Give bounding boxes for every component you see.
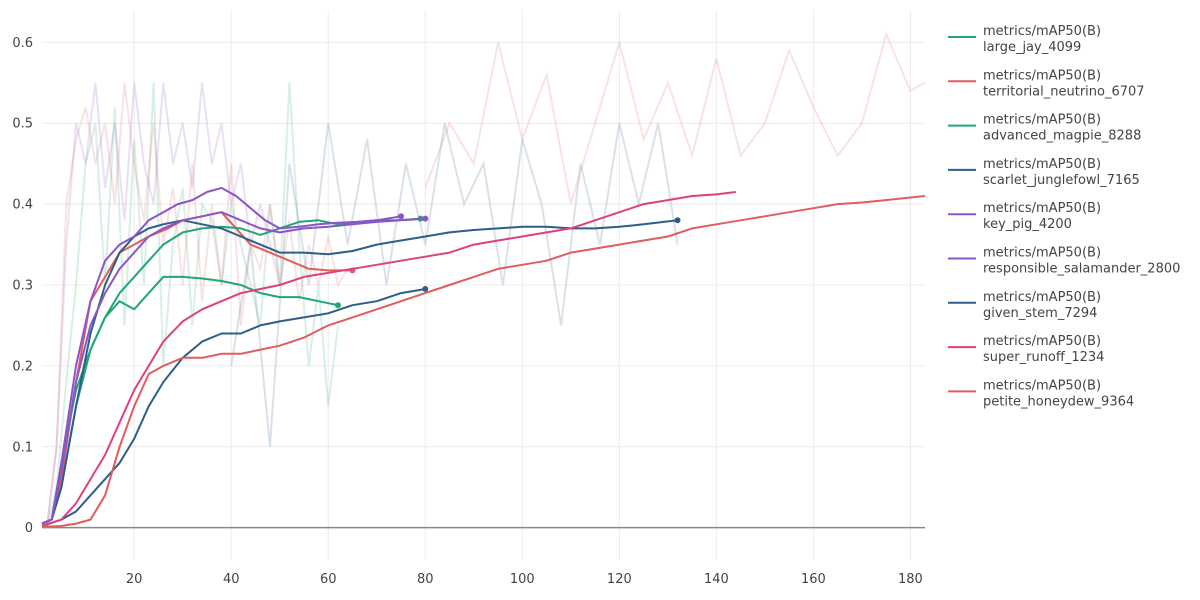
series-end-point-scarlet_junglefowl_7165[interactable] (674, 217, 681, 224)
x-tick-label: 160 (801, 572, 826, 587)
series-line-advanced_magpie_8288[interactable] (41, 217, 421, 525)
y-tick-label: 0.2 (12, 359, 33, 374)
legend-item-super_runoff_1234[interactable]: metrics/mAP50(B)super_runoff_1234 (948, 334, 1104, 365)
legend-item-advanced_magpie_8288[interactable]: metrics/mAP50(B)advanced_magpie_8288 (948, 113, 1141, 144)
legend-item-key_pig_4200[interactable]: metrics/mAP50(B)key_pig_4200 (948, 201, 1101, 232)
legend-run-label: large_jay_4099 (983, 40, 1081, 55)
series-line-petite_honeydew_9364[interactable] (41, 195, 926, 528)
raw-series-layer (45, 31, 926, 528)
legend-metric-label: metrics/mAP50(B) (983, 68, 1101, 83)
y-axis-ticks: 0 0.1 0.2 0.3 0.4 0.5 0.6 (12, 36, 33, 536)
y-tick-label: 0.3 (12, 279, 33, 294)
legend-run-label: advanced_magpie_8288 (983, 129, 1141, 144)
legend-metric-label: metrics/mAP50(B) (983, 201, 1101, 216)
legend-run-label: super_runoff_1234 (983, 350, 1104, 365)
raw-series-line-3 (230, 122, 679, 447)
series-line-super_runoff_1234[interactable] (41, 191, 736, 527)
series-end-point-key_pig_4200[interactable] (398, 213, 405, 220)
smoothed-series-layer (41, 186, 926, 528)
legend-run-label: scarlet_junglefowl_7165 (983, 173, 1140, 188)
raw-series-line-1 (45, 82, 349, 528)
y-tick-label: 0.4 (12, 198, 33, 213)
grid-lines (42, 10, 925, 560)
raw-series-line-2 (45, 82, 281, 528)
x-tick-label: 40 (223, 572, 240, 587)
legend-metric-label: metrics/mAP50(B) (983, 113, 1101, 128)
series-line-responsible_salamander_2800[interactable] (41, 211, 426, 525)
x-tick-label: 140 (704, 572, 729, 587)
series-end-point-large_jay_4099[interactable] (334, 302, 341, 309)
raw-series-line-4 (424, 31, 926, 205)
legend[interactable]: metrics/mAP50(B)large_jay_4099metrics/mA… (948, 24, 1180, 409)
x-tick-label: 120 (607, 572, 632, 587)
legend-metric-label: metrics/mAP50(B) (983, 334, 1101, 349)
legend-run-label: given_stem_7294 (983, 306, 1097, 321)
y-tick-label: 0 (25, 521, 33, 536)
legend-run-label: petite_honeydew_9364 (983, 394, 1134, 409)
legend-item-petite_honeydew_9364[interactable]: metrics/mAP50(B)petite_honeydew_9364 (948, 378, 1134, 409)
series-line-key_pig_4200[interactable] (41, 186, 402, 525)
legend-item-large_jay_4099[interactable]: metrics/mAP50(B)large_jay_4099 (948, 24, 1101, 55)
x-tick-label: 80 (417, 572, 434, 587)
legend-item-given_stem_7294[interactable]: metrics/mAP50(B)given_stem_7294 (948, 290, 1101, 321)
legend-run-label: responsible_salamander_2800 (983, 262, 1180, 277)
x-tick-label: 180 (898, 572, 923, 587)
x-tick-label: 100 (510, 572, 535, 587)
legend-run-label: key_pig_4200 (983, 217, 1072, 232)
legend-metric-label: metrics/mAP50(B) (983, 157, 1101, 172)
legend-metric-label: metrics/mAP50(B) (983, 24, 1101, 39)
x-tick-label: 60 (320, 572, 337, 587)
y-tick-label: 0.5 (12, 117, 33, 132)
y-tick-label: 0.6 (12, 36, 33, 51)
legend-item-territorial_neutrino_6707[interactable]: metrics/mAP50(B)territorial_neutrino_670… (948, 68, 1145, 99)
x-axis-ticks: 20 40 60 80 100 120 140 160 180 (126, 572, 923, 587)
series-end-point-responsible_salamander_2800[interactable] (422, 215, 429, 222)
legend-metric-label: metrics/mAP50(B) (983, 246, 1101, 261)
series-line-scarlet_junglefowl_7165[interactable] (41, 219, 678, 525)
legend-metric-label: metrics/mAP50(B) (983, 378, 1101, 393)
series-line-given_stem_7294[interactable] (41, 288, 426, 527)
x-tick-label: 20 (126, 572, 143, 587)
legend-item-responsible_salamander_2800[interactable]: metrics/mAP50(B)responsible_salamander_2… (948, 246, 1180, 277)
legend-run-label: territorial_neutrino_6707 (983, 84, 1145, 99)
legend-item-scarlet_junglefowl_7165[interactable]: metrics/mAP50(B)scarlet_junglefowl_7165 (948, 157, 1140, 188)
raw-series-line-0 (45, 82, 339, 528)
y-tick-label: 0.1 (12, 440, 33, 455)
series-end-point-given_stem_7294[interactable] (422, 286, 429, 293)
legend-metric-label: metrics/mAP50(B) (983, 290, 1101, 305)
